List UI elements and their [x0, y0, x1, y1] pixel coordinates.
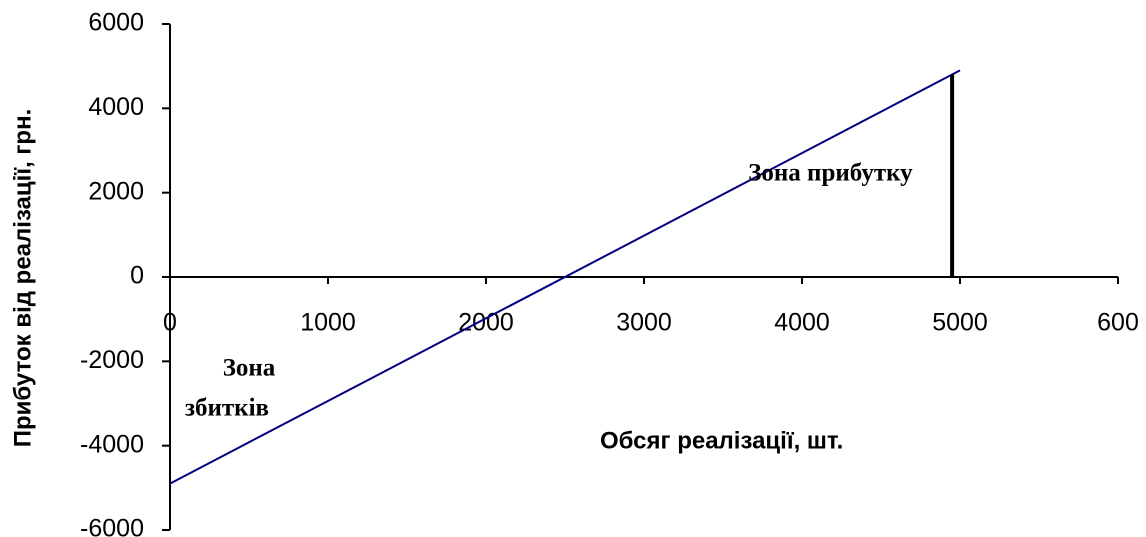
- annotation: Зона прибутку: [748, 160, 913, 187]
- annotation: збитків: [185, 395, 269, 422]
- x-axis-label: Обсяг реалізації, шт.: [600, 427, 843, 454]
- x-tick-label: 600: [1097, 309, 1139, 337]
- y-tick-label: 2000: [88, 177, 144, 205]
- y-tick-label: -6000: [80, 515, 144, 537]
- y-tick-label: -2000: [80, 346, 144, 374]
- line: [169, 69, 961, 485]
- y-tick-label: -4000: [80, 430, 144, 458]
- y-axis-label: Прибуток від реалізації, грн.: [9, 109, 36, 447]
- annotation: Зона: [223, 355, 276, 382]
- y-tick-label: 6000: [88, 9, 144, 37]
- x-tick-label: 4000: [774, 309, 830, 337]
- x-tick-label: 3000: [616, 309, 672, 337]
- y-tick-label: 0: [130, 262, 144, 290]
- y-tick-label: 4000: [88, 93, 144, 121]
- x-tick-label: 5000: [932, 309, 988, 337]
- x-tick-label: 0: [163, 309, 177, 337]
- x-tick-label: 1000: [300, 309, 356, 337]
- x-tick-label: 2000: [458, 309, 514, 337]
